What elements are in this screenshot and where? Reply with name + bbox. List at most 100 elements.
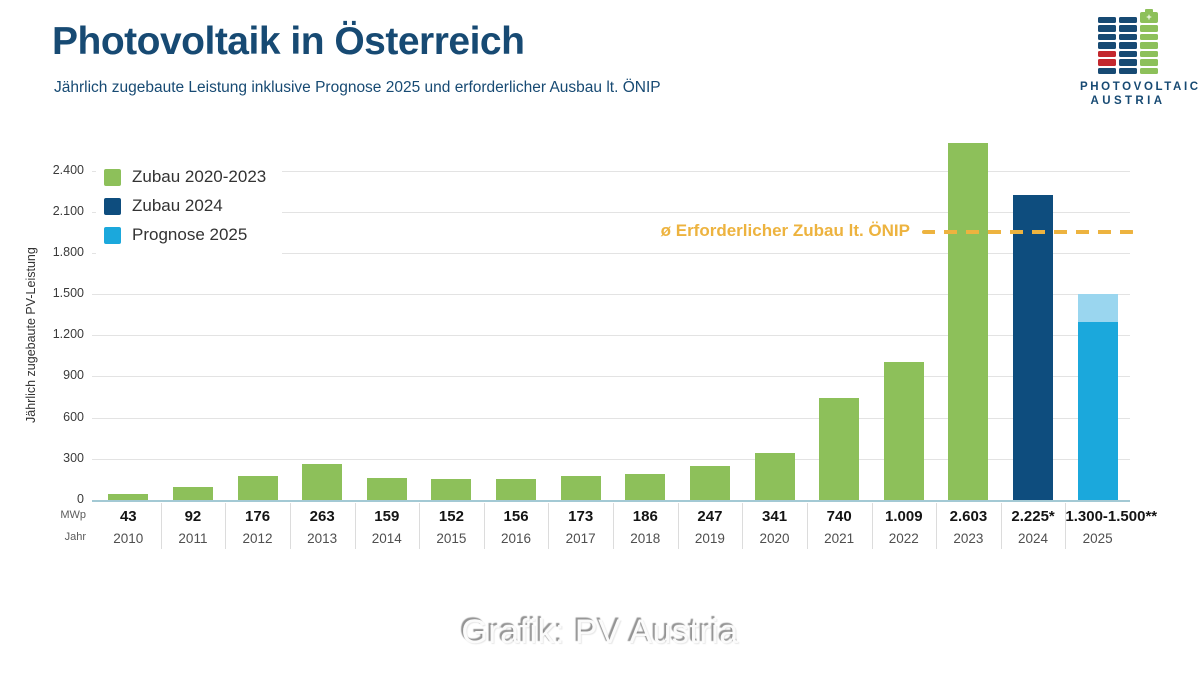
mwp-value-2015: 152 [438, 508, 464, 525]
mwp-value-2011: 92 [184, 508, 202, 525]
mwp-value-2016: 156 [503, 508, 529, 525]
year-2018: 2018 [630, 531, 661, 546]
mwp-value-2018: 186 [632, 508, 658, 525]
legend-swatch-1 [104, 197, 121, 215]
logo-column-1 [1119, 16, 1137, 74]
y-tick-label: 900 [63, 368, 84, 383]
bar-2018 [625, 474, 666, 500]
logo-bar-green [1140, 42, 1158, 49]
logo-bar-green [1140, 59, 1158, 66]
column-separator [354, 503, 356, 549]
bar-2019 [689, 466, 730, 500]
gridline-2400 [92, 170, 1130, 172]
logo-battery-cap-icon: + [1140, 9, 1158, 23]
logo-bar-green [1140, 67, 1158, 74]
gridline-600 [92, 417, 1130, 419]
year-2016: 2016 [501, 531, 532, 546]
logo-bar-navy [1119, 25, 1137, 32]
legend-label-0: Zubau 2020-2023 [132, 167, 267, 186]
bar-2010 [108, 494, 149, 500]
column-separator [419, 503, 421, 549]
year-2010: 2010 [113, 531, 144, 546]
mwp-value-2013: 263 [309, 508, 335, 525]
bar-2017 [560, 476, 601, 500]
mwp-value-2014: 159 [374, 508, 400, 525]
logo-bar-navy [1119, 67, 1137, 74]
mwp-value-2017: 173 [568, 508, 594, 525]
gridline-900 [92, 376, 1130, 378]
year-2024: 2024 [1018, 531, 1049, 546]
column-separator [483, 503, 485, 549]
legend-item-2: Prognose 2025 [104, 225, 266, 245]
column-separator [1065, 503, 1067, 549]
year-2021: 2021 [824, 531, 855, 546]
mwp-value-2021: 740 [826, 508, 852, 525]
logo-bar-navy [1119, 33, 1137, 40]
bar-2014 [366, 478, 407, 500]
mwp-value-2025: 1.300-1.500** [1065, 508, 1158, 525]
year-2015: 2015 [436, 531, 467, 546]
column-separator [936, 503, 938, 549]
legend-swatch-2 [104, 226, 121, 244]
logo-bar-navy [1119, 50, 1137, 57]
y-tick-label: 2.400 [52, 162, 84, 177]
legend-label-2: Prognose 2025 [132, 225, 248, 244]
bar-2025 [1077, 321, 1118, 500]
gridline-2100 [92, 211, 1130, 213]
bar-chart: Jährlich zugebaute PV-Leistung 0 300 600 90… [0, 130, 1200, 575]
bar-2012 [237, 475, 278, 500]
mwp-value-2022: 1.009 [885, 508, 923, 525]
reference-dashed-line [922, 230, 1134, 235]
bar-2015 [431, 479, 472, 500]
year-row-label: Jahr [64, 531, 86, 543]
y-tick-label: 1.500 [52, 286, 84, 301]
year-2014: 2014 [371, 531, 402, 546]
gridline-300 [92, 458, 1130, 460]
year-2012: 2012 [242, 531, 273, 546]
column-separator [1000, 503, 1002, 549]
logo-bar-green [1140, 33, 1158, 40]
y-tick-label: 0 [77, 492, 84, 506]
legend-swatch-0 [104, 168, 121, 186]
year-2025: 2025 [1082, 531, 1113, 546]
logo-bar-navy [1098, 33, 1116, 40]
pv-austria-logo: + PHOTOVOLTAIC AUSTRIA [1080, 9, 1198, 107]
page-title: Photovoltaik in Österreich [52, 20, 525, 63]
bar-2016 [496, 478, 537, 500]
logo-bar-red [1098, 50, 1116, 57]
column-separator [548, 503, 550, 549]
y-tick-label: 1.800 [52, 244, 84, 259]
gridline-1800 [92, 252, 1130, 254]
logo-bar-navy [1098, 42, 1116, 49]
column-separator [160, 503, 162, 549]
chart-legend: Zubau 2020-2023 Zubau 2024 Prognose 2025 [96, 150, 283, 262]
year-2017: 2017 [565, 531, 596, 546]
mwp-value-2023: 2.603 [949, 508, 988, 525]
column-separator [871, 503, 873, 549]
unit-row-label: MWp [60, 509, 86, 521]
pv-austria-logo-icon: + [1080, 9, 1176, 74]
bar-2011 [172, 487, 213, 500]
logo-bar-navy [1119, 42, 1137, 49]
logo-bar-red [1098, 59, 1116, 66]
bar-2023 [948, 142, 989, 500]
year-2020: 2020 [759, 531, 790, 546]
logo-column-2: + [1140, 9, 1158, 74]
year-2013: 2013 [307, 531, 338, 546]
mwp-value-2012: 176 [245, 508, 271, 525]
bar-2024 [1013, 194, 1054, 500]
reference-line-label: ø Erforderlicher Zubau lt. ÖNIP [660, 221, 910, 241]
logo-bar-green [1140, 25, 1158, 32]
column-separator [806, 503, 808, 549]
year-2022: 2022 [888, 531, 919, 546]
logo-column-0 [1098, 16, 1116, 74]
logo-bar-navy [1119, 59, 1137, 66]
y-tick-label: 1.200 [52, 327, 84, 342]
logo-bar-green [1140, 50, 1158, 57]
y-tick-label: 300 [63, 450, 84, 465]
logo-wordmark-line2: AUSTRIA [1090, 95, 1166, 107]
column-separator [225, 503, 227, 549]
legend-label-1: Zubau 2024 [132, 196, 223, 215]
mwp-value-2010: 43 [119, 508, 137, 525]
column-separator [613, 503, 614, 549]
